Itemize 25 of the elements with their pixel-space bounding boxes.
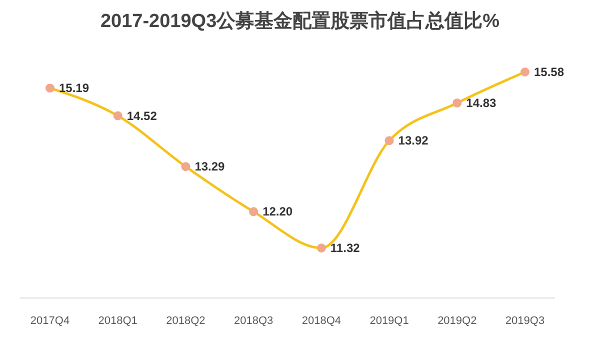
data-label: 13.92: [398, 134, 429, 148]
x-tick-label: 2018Q2: [166, 314, 206, 327]
x-tick-label: 2017Q4: [30, 314, 70, 327]
x-tick-label: 2019Q3: [505, 314, 545, 327]
point: [249, 207, 258, 216]
x-tick-label: 2018Q1: [98, 314, 138, 327]
point: [452, 98, 462, 108]
point: [181, 162, 190, 172]
data-label: 14.52: [126, 108, 158, 123]
data-label: 15.58: [534, 65, 564, 79]
data-label: 13.29: [194, 160, 226, 174]
chart-title: 2017-2019Q3公募基金配置股票市值占总值比%: [99, 10, 501, 34]
data-label: 14.83: [466, 96, 496, 110]
point: [520, 68, 530, 76]
x-tick-label: 2019Q2: [438, 314, 477, 327]
point: [384, 136, 394, 146]
point: [113, 111, 122, 120]
x-tick-label: 2018Q3: [234, 314, 274, 327]
data-label: 11.32: [330, 241, 360, 255]
data-label: 12.20: [262, 204, 293, 219]
data-label: 15.19: [59, 81, 90, 96]
point: [46, 84, 54, 93]
point: [316, 244, 326, 252]
x-tick-label: 2019Q1: [370, 314, 409, 327]
x-tick-label: 2018Q4: [302, 314, 342, 327]
